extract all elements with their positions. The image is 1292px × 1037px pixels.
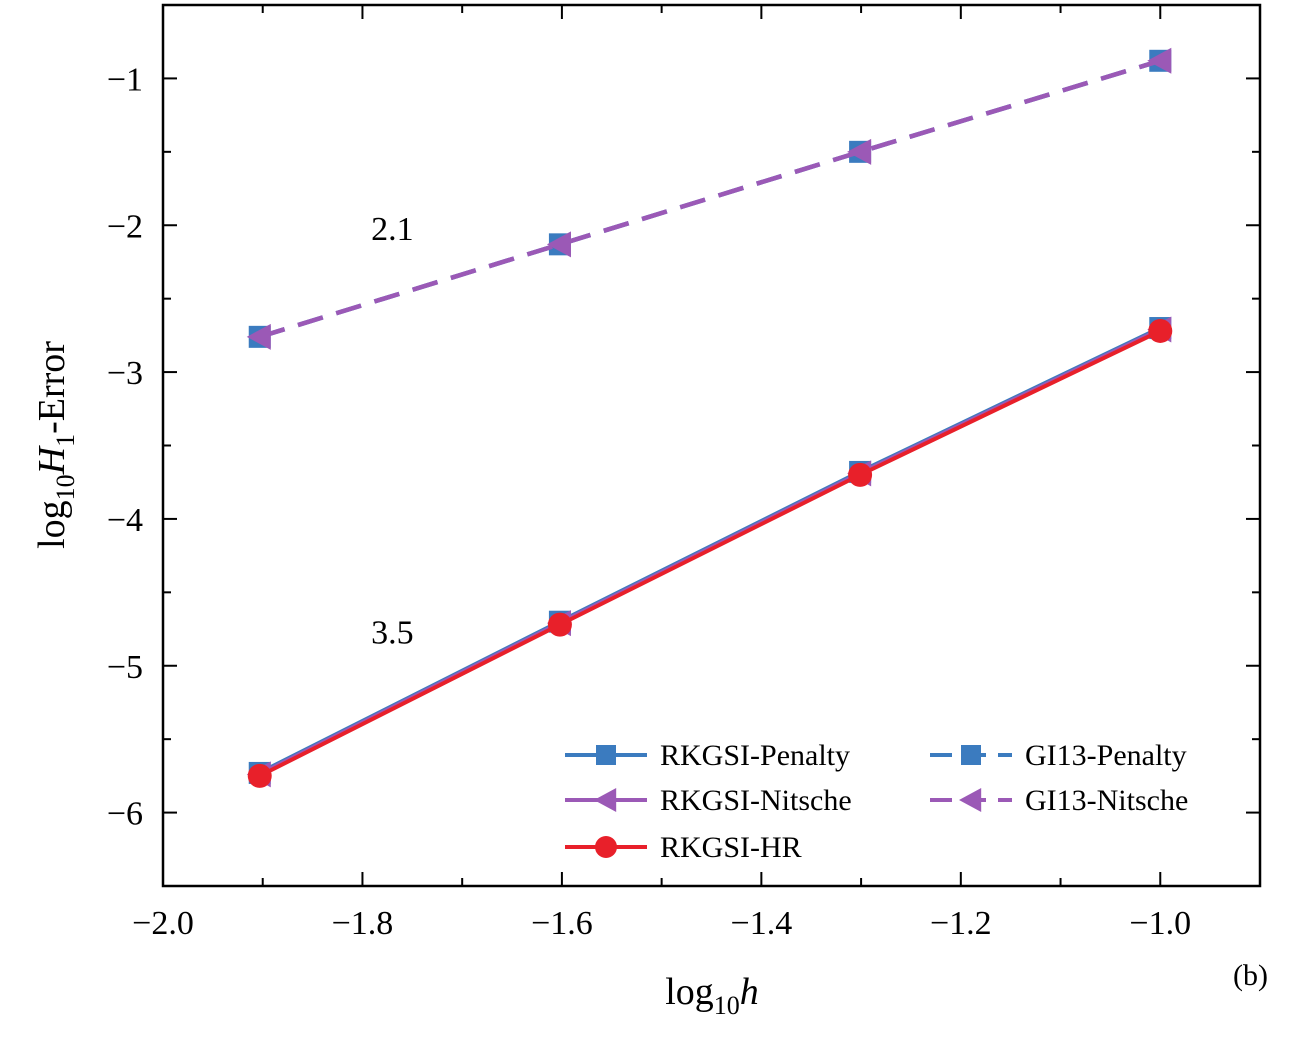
x-title-sub: 10 <box>714 991 740 1020</box>
y-title-suffix: -Error <box>31 341 73 434</box>
x-title-var: h <box>740 971 759 1013</box>
square-marker <box>961 745 981 765</box>
triangle-left-marker <box>246 323 271 350</box>
y-title-sub: 10 <box>51 474 80 500</box>
circle-marker <box>547 612 572 637</box>
triangle-left-marker <box>959 788 982 812</box>
y-title-var-sub: 1 <box>51 434 80 447</box>
x-tick-label: −1.4 <box>731 905 793 942</box>
square-marker <box>596 745 616 765</box>
triangle-left-marker <box>847 138 872 165</box>
annotations: 2.1 3.5 <box>371 211 414 652</box>
legend-label: RKGSI-HR <box>660 831 802 864</box>
x-tick-label: −1.8 <box>332 905 394 942</box>
legend-label: GI13-Penalty <box>1025 739 1187 772</box>
legend-label: GI13-Nitsche <box>1025 784 1188 817</box>
legend-label: RKGSI-Nitsche <box>660 784 852 817</box>
legend-label: RKGSI-Penalty <box>660 739 850 772</box>
circle-marker <box>595 836 617 858</box>
x-tick-label: −1.0 <box>1129 905 1191 942</box>
series-gi13-nitsche <box>246 47 1172 350</box>
slope-annotation: 2.1 <box>371 211 414 248</box>
legend: RKGSI-Penalty RKGSI-Nitsche RKGSI-HR GI13-P… <box>565 739 1188 864</box>
triangle-left-marker <box>546 231 571 258</box>
series-line <box>258 329 1162 778</box>
legend-item: GI13-Penalty <box>930 739 1187 772</box>
legend-item: RKGSI-Penalty <box>565 739 850 772</box>
x-tick-label: −2.0 <box>132 905 194 942</box>
y-title-prefix: log <box>31 500 73 549</box>
legend-item: RKGSI-HR <box>565 831 802 864</box>
slope-annotation: 3.5 <box>371 615 414 652</box>
series-line <box>259 58 1161 339</box>
x-title-prefix: log <box>665 971 714 1013</box>
y-tick-label: −6 <box>107 796 143 833</box>
y-tick-label: −3 <box>107 355 143 392</box>
y-title-var: H <box>31 444 73 475</box>
circle-marker <box>1148 318 1173 343</box>
circle-marker <box>848 462 873 487</box>
y-tick-label: −4 <box>107 502 143 539</box>
legend-item: RKGSI-Nitsche <box>565 784 852 817</box>
axis-ticks: −2.0 −1.8 −1.6 −1.4 −1.2 −1.0 −6 −5 −4 −3 −2 −1 <box>107 4 1260 942</box>
triangle-left-marker <box>1147 47 1172 74</box>
y-tick-label: −5 <box>107 649 143 686</box>
series-gi13-penalty <box>248 49 1172 348</box>
y-tick-label: −1 <box>107 61 143 98</box>
triangle-left-marker <box>594 788 617 812</box>
series-rkgsi-hr <box>247 318 1173 788</box>
legend-item: GI13-Nitsche <box>930 784 1188 817</box>
x-axis-title: log10h <box>665 971 759 1020</box>
x-tick-label: −1.2 <box>930 905 992 942</box>
panel-label: (b) <box>1233 959 1268 992</box>
y-axis-title: log10H1-Error <box>31 341 80 549</box>
circle-marker <box>247 763 272 788</box>
y-tick-label: −2 <box>107 208 143 245</box>
x-tick-label: −1.6 <box>531 905 593 942</box>
series-group <box>246 47 1173 788</box>
